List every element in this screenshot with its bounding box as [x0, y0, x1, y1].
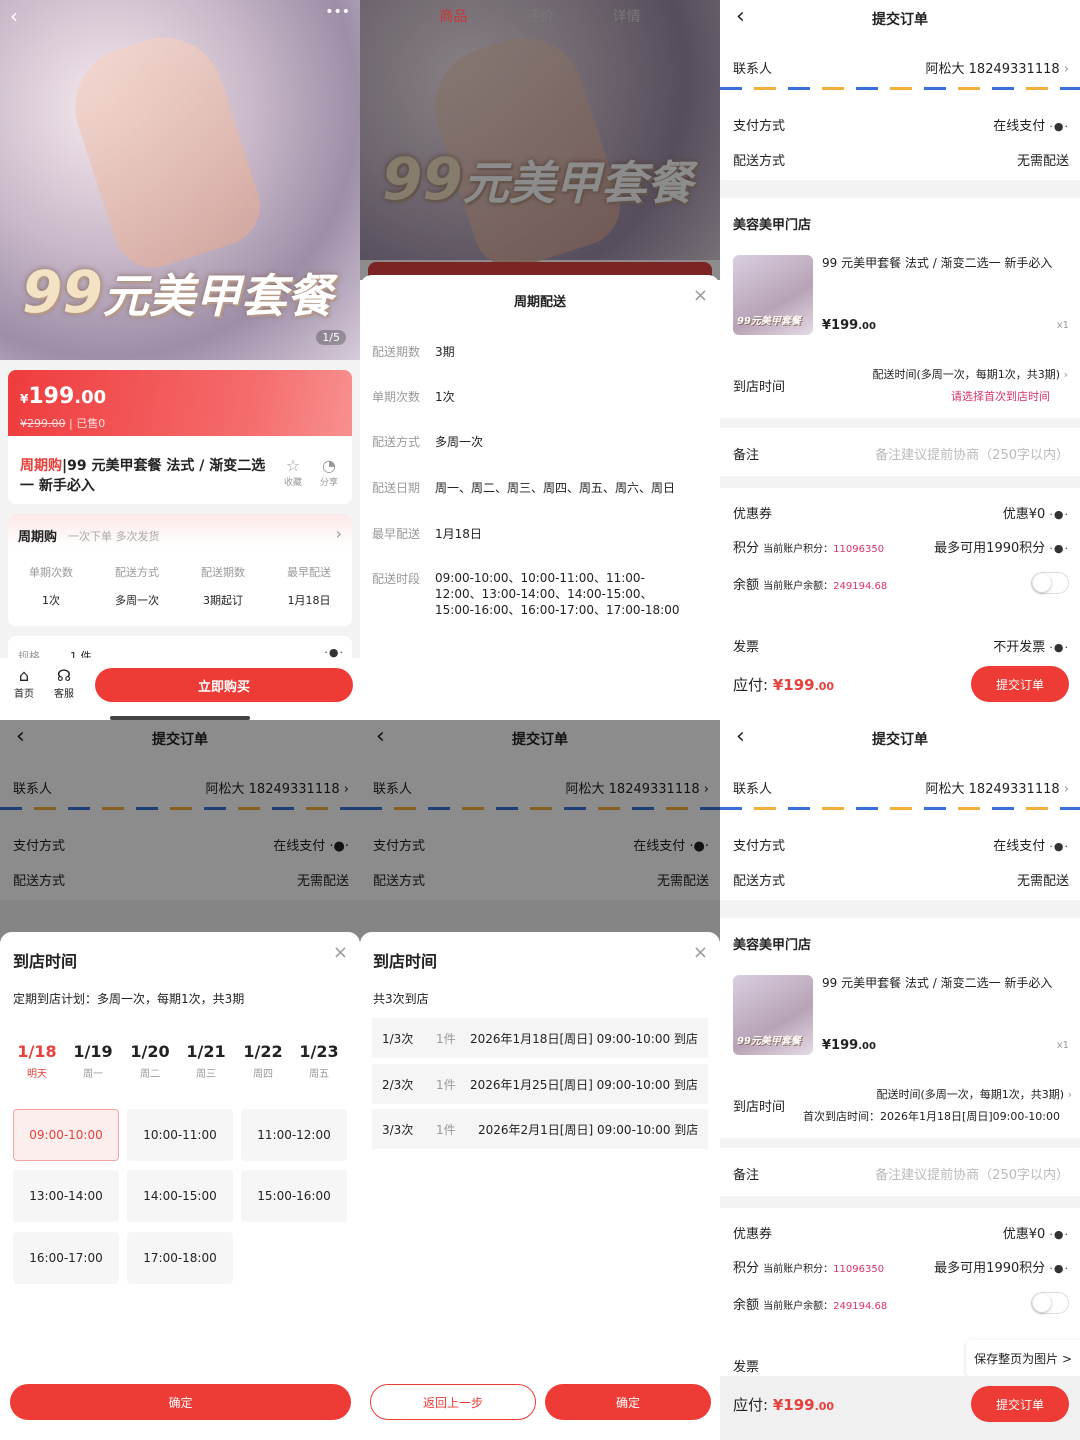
day-tab[interactable]: 1/18 明天 — [17, 1042, 57, 1080]
time-slot[interactable]: 11:00-12:00 — [241, 1109, 347, 1161]
back-step-button[interactable]: 返回上一步 — [370, 1384, 536, 1420]
time-picker-page: ‹ 提交订单 联系人 阿松大 18249331118 › 支付方式 在线支付 ·●·… — [0, 720, 360, 1440]
balance-row: 余额 当前账户余额：249194.68 — [733, 572, 1069, 594]
delivery-page: 99元美甲套餐 商品 评价 详情 周期配送 × 配送期数 3期 单期次数 1次 配送… — [360, 0, 720, 720]
confirm-button[interactable]: 确定 — [545, 1384, 711, 1420]
save-page-button[interactable]: 保存整页为图片 > — [966, 1340, 1080, 1377]
order-footer: 应付: ¥199.00 提交订单 — [720, 656, 1080, 720]
home-icon: ⌂ — [18, 666, 30, 685]
order-page-filled: ‹ 提交订单 联系人 阿松大 18249331118 › 支付方式 在线支付 ·●·… — [720, 720, 1080, 1440]
cycle-card[interactable]: 周期购 一次下单 多次发货 › 单期次数 1次 配送方式 多周一次 配送期数 3期起订… — [8, 514, 352, 626]
payment-row[interactable]: 支付方式 在线支付 ·●· — [733, 839, 1069, 854]
close-icon[interactable]: × — [692, 942, 708, 963]
item-qty: x1 — [1056, 320, 1069, 331]
back-icon[interactable]: ‹ — [736, 4, 745, 29]
visits-sheet: 到店时间 × 共3次到店 1/3次 1件 2026年1月18日[周日] 09:00-… — [360, 932, 720, 1440]
shipping-row: 配送方式 无需配送 — [733, 154, 1069, 169]
sold-count: 已售0 — [76, 417, 106, 430]
time-slot[interactable]: 14:00-15:00 — [127, 1170, 233, 1222]
item-thumbnail: 99元美甲套餐 — [733, 255, 813, 335]
points-row[interactable]: 积分 当前账户积分：11096350 最多可用1990积分 ·●· — [733, 541, 1069, 556]
price: ¥199.00 — [20, 384, 107, 409]
bottom-bar: ⌂ 首页 ☊ 客服 立即购买 — [0, 658, 360, 720]
store-name: 美容美甲门店 — [733, 218, 812, 233]
balance-toggle[interactable] — [1031, 1292, 1069, 1314]
time-slot[interactable]: 17:00-18:00 — [127, 1232, 233, 1284]
cycle-stats: 单期次数 1次 配送方式 多周一次 配送期数 3期起订 最早配送 1月18日 — [29, 566, 331, 607]
tab-details[interactable]: 详情 — [612, 9, 641, 25]
item-price: ¥199.00 — [822, 318, 876, 333]
original-price: ¥299.00 — [20, 417, 66, 430]
time-slot[interactable]: 16:00-17:00 — [13, 1232, 119, 1284]
day-tab[interactable]: 1/22 周四 — [243, 1042, 283, 1080]
balance-row: 余额 当前账户余额：249194.68 — [733, 1292, 1069, 1314]
submit-order-button[interactable]: 提交订单 — [971, 1386, 1069, 1422]
visit-row: 1/3次 1件 2026年1月18日[周日] 09:00-10:00 到店 — [372, 1018, 708, 1058]
item-title: 99 元美甲套餐 法式 / 渐变二选一 新手必入 — [822, 256, 1053, 270]
chevron-right-icon: › — [335, 524, 342, 543]
arrival-time-row[interactable]: 配送时间(多周一次，每期1次，共3期) › 请选择首次到店时间 — [872, 368, 1069, 403]
share-button[interactable]: ◔ 分享 — [320, 456, 339, 488]
product-image[interactable]: 99元美甲套餐 1/5 — [0, 0, 360, 360]
balance-toggle[interactable] — [1031, 572, 1069, 594]
contact-row[interactable]: 联系人 阿松大 18249331118 › — [733, 782, 1069, 797]
day-tab[interactable]: 1/19 周一 — [73, 1042, 113, 1080]
image-counter: 1/5 — [316, 330, 346, 345]
day-tab[interactable]: 1/20 周二 — [130, 1042, 170, 1080]
back-icon[interactable]: ‹ — [736, 724, 745, 749]
tab-product[interactable]: 商品 — [439, 9, 468, 25]
confirm-button[interactable]: 确定 — [10, 1384, 351, 1420]
arrival-time-row[interactable]: 配送时间(多周一次，每期1次，共3期) › 首次到店时间：2026年1月18日[周… — [803, 1088, 1072, 1123]
coupon-row[interactable]: 优惠券 优惠¥0 ·●· — [733, 507, 1069, 522]
hero-title: 99元美甲套餐 — [22, 258, 333, 326]
order-page: ‹ 提交订单 联系人 阿松大 18249331118 › 支付方式 在线支付 ·●·… — [720, 0, 1080, 720]
note-input[interactable]: 备注 备注建议提前协商（250字以内） — [733, 1168, 1069, 1183]
points-row[interactable]: 积分 当前账户积分：11096350 最多可用1990积分 ·●· — [733, 1261, 1069, 1276]
star-icon: ☆ — [285, 456, 301, 475]
visits-page: ‹ 提交订单 联系人 阿松大 18249331118 › 支付方式 在线支付 ·●·… — [360, 720, 720, 1440]
back-icon[interactable]: ‹ — [10, 4, 18, 28]
time-slot[interactable]: 15:00-16:00 — [241, 1170, 347, 1222]
contact-row[interactable]: 联系人 阿松大 18249331118 › — [733, 62, 1069, 77]
close-icon[interactable]: × — [692, 285, 708, 306]
visit-row: 3/3次 1件 2026年2月1日[周日] 09:00-10:00 到店 — [372, 1109, 708, 1149]
item-thumbnail: 99元美甲套餐 — [733, 975, 813, 1055]
buy-now-button[interactable]: 立即购买 — [95, 668, 353, 702]
home-button[interactable]: ⌂ 首页 — [14, 666, 34, 700]
coupon-row[interactable]: 优惠券 优惠¥0 ·●· — [733, 1227, 1069, 1242]
close-icon[interactable]: × — [332, 942, 348, 963]
favorite-button[interactable]: ☆ 收藏 — [284, 456, 303, 488]
more-icon[interactable]: ••• — [325, 4, 350, 20]
time-slot[interactable]: 09:00-10:00 — [13, 1109, 119, 1161]
visit-row: 2/3次 1件 2026年1月25日[周日] 09:00-10:00 到店 — [372, 1064, 708, 1104]
invoice-row[interactable]: 发票 不开发票 ·●· — [733, 640, 1069, 655]
time-slot[interactable]: 13:00-14:00 — [13, 1170, 119, 1222]
note-input[interactable]: 备注 备注建议提前协商（250字以内） — [733, 448, 1069, 463]
page-title: 提交订单 — [872, 12, 928, 28]
title-card: 周期购|99 元美甲套餐 法式 / 渐变二选一 新手必入 ☆ 收藏 ◔ 分享 — [8, 436, 352, 504]
submit-order-button[interactable]: 提交订单 — [971, 666, 1069, 702]
price-banner: ¥199.00 ¥299.00 | 已售0 — [8, 370, 352, 436]
arrival-time-sheet: 到店时间 × 定期到店计划：多周一次，每期1次，共3期 1/18 明天 1/19 周… — [0, 932, 360, 1440]
tab-bar: 商品 评价 详情 — [360, 6, 720, 26]
day-tab[interactable]: 1/23 周五 — [299, 1042, 339, 1080]
tab-reviews[interactable]: 评价 — [525, 9, 554, 25]
service-button[interactable]: ☊ 客服 — [54, 666, 74, 700]
product-page: 99元美甲套餐 1/5 ‹ ••• ¥199.00 ¥299.00 | 已售0 … — [0, 0, 360, 720]
product-title: 99 元美甲套餐 法式 / 渐变二选一 新手必入 — [20, 458, 266, 494]
headset-icon: ☊ — [56, 666, 72, 685]
day-tab[interactable]: 1/21 周三 — [186, 1042, 226, 1080]
delivery-modal: 周期配送 × 配送期数 3期 单期次数 1次 配送方式 多周一次 配送日期 周一、周二、… — [360, 275, 720, 720]
payment-row[interactable]: 支付方式 在线支付 ·●· — [733, 119, 1069, 134]
time-slot[interactable]: 10:00-11:00 — [127, 1109, 233, 1161]
share-icon: ◔ — [322, 456, 336, 475]
